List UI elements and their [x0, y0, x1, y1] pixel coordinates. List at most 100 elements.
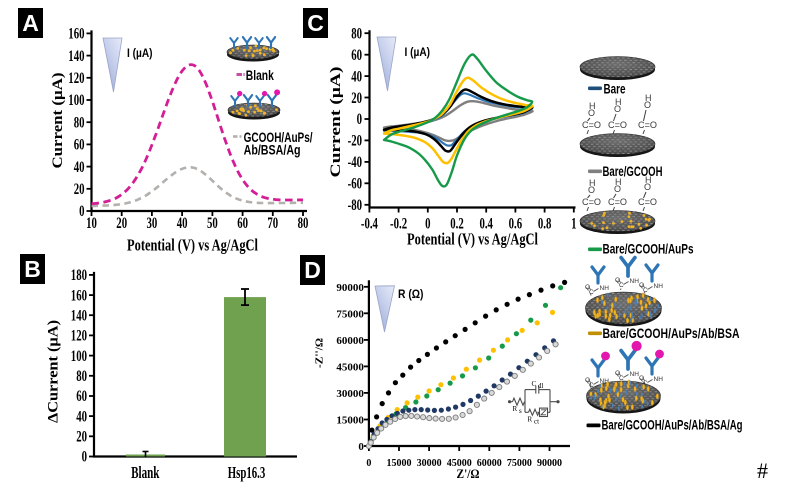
- svg-text:30000: 30000: [336, 388, 364, 400]
- svg-text:C=O: C=O: [582, 120, 601, 130]
- svg-text:30: 30: [147, 215, 158, 232]
- svg-text:160: 160: [68, 26, 84, 43]
- svg-text:-0.4: -0.4: [361, 216, 378, 233]
- svg-text:C: C: [643, 287, 648, 294]
- svg-text:C: C: [589, 289, 594, 296]
- svg-text:75000: 75000: [507, 457, 532, 469]
- svg-text:120: 120: [68, 70, 84, 87]
- svg-text:0: 0: [358, 441, 364, 453]
- svg-text:90000: 90000: [336, 282, 364, 294]
- svg-text:ΔCurrent (µA): ΔCurrent (µA): [46, 320, 62, 423]
- svg-text:0.8: 0.8: [538, 216, 552, 233]
- svg-text:C: C: [619, 282, 624, 289]
- svg-text:s: s: [519, 407, 522, 415]
- svg-text:0: 0: [79, 203, 85, 220]
- svg-text:O: O: [639, 282, 644, 289]
- svg-text:H: H: [645, 175, 652, 185]
- svg-text:NH: NH: [630, 278, 640, 285]
- svg-text:120: 120: [71, 328, 87, 345]
- svg-text:10: 10: [86, 215, 97, 232]
- svg-text:100: 100: [68, 92, 84, 109]
- svg-text:C=O: C=O: [638, 120, 657, 130]
- svg-text:O: O: [615, 370, 620, 377]
- svg-text:15000: 15000: [336, 415, 364, 427]
- svg-text:I (µA): I (µA): [127, 46, 153, 60]
- svg-text:60: 60: [237, 215, 248, 232]
- svg-text:140: 140: [71, 307, 87, 324]
- svg-text:O: O: [585, 284, 590, 291]
- svg-text:40: 40: [74, 159, 85, 176]
- svg-text:80: 80: [74, 114, 85, 131]
- svg-text:40: 40: [76, 408, 87, 425]
- svg-text:1: 1: [571, 216, 576, 233]
- svg-text:Bare/GCOOH/AuPs: Bare/GCOOH/AuPs: [603, 241, 694, 257]
- svg-text:20: 20: [351, 90, 362, 107]
- svg-text:Hsp16.3: Hsp16.3: [228, 463, 266, 482]
- svg-text:0: 0: [425, 216, 431, 233]
- svg-text:H: H: [615, 177, 622, 187]
- svg-text:20: 20: [116, 215, 127, 232]
- svg-text:-0.2: -0.2: [390, 216, 407, 233]
- svg-text:NH: NH: [654, 376, 664, 383]
- svg-text:75000: 75000: [336, 308, 364, 320]
- svg-text:NH: NH: [600, 378, 610, 385]
- svg-text:ct: ct: [534, 418, 539, 426]
- svg-text:0: 0: [357, 111, 363, 128]
- svg-text:Potential (V) vs Ag/AgCl: Potential (V) vs Ag/AgCl: [127, 236, 258, 255]
- svg-text:0.2: 0.2: [450, 216, 464, 233]
- svg-text:Current (µA): Current (µA): [50, 73, 66, 169]
- svg-text:60000: 60000: [336, 335, 364, 347]
- svg-text:I (µA): I (µA): [405, 45, 431, 59]
- svg-text:-Z''/Ω: -Z''/Ω: [314, 338, 326, 368]
- svg-text:Bare/GCOOH/AuPs/Ab/BSA/Ag: Bare/GCOOH/AuPs/Ab/BSA/Ag: [602, 417, 743, 433]
- svg-text:-40: -40: [348, 154, 363, 171]
- svg-text:C: C: [589, 382, 594, 389]
- svg-text:R: R: [528, 416, 533, 424]
- svg-text:B: B: [24, 256, 41, 282]
- svg-text:O: O: [614, 184, 621, 194]
- svg-text:O: O: [644, 100, 651, 110]
- svg-text:45000: 45000: [447, 457, 472, 469]
- svg-text:NH: NH: [600, 285, 610, 292]
- svg-text:NH: NH: [654, 283, 664, 290]
- svg-text:20: 20: [76, 429, 87, 446]
- svg-text:0: 0: [366, 457, 371, 469]
- svg-text:45000: 45000: [336, 361, 364, 373]
- svg-text:Bare: Bare: [604, 81, 626, 97]
- svg-text:40: 40: [177, 215, 188, 232]
- svg-text:#: #: [757, 458, 768, 483]
- svg-text:O: O: [588, 108, 595, 118]
- svg-text:Blank: Blank: [246, 67, 274, 83]
- svg-text:15000: 15000: [387, 457, 412, 469]
- svg-text:60: 60: [74, 137, 85, 154]
- svg-text:20: 20: [74, 181, 85, 198]
- svg-text:C=O: C=O: [608, 120, 627, 130]
- svg-text:C=O: C=O: [608, 197, 627, 207]
- svg-text:40: 40: [351, 68, 362, 85]
- svg-text:80: 80: [298, 215, 309, 232]
- svg-text:C=O: C=O: [638, 197, 657, 207]
- svg-text:70: 70: [267, 215, 278, 232]
- svg-text:O: O: [588, 185, 595, 195]
- svg-text:60: 60: [351, 47, 362, 64]
- svg-text:60: 60: [76, 388, 87, 405]
- svg-text:-60: -60: [348, 176, 363, 193]
- svg-text:-20: -20: [348, 133, 363, 150]
- svg-text:O: O: [615, 277, 620, 284]
- svg-text:140: 140: [68, 48, 84, 65]
- svg-text:Current (µA): Current (µA): [328, 67, 344, 178]
- svg-text:GCOOH/AuPs/: GCOOH/AuPs/: [244, 129, 313, 145]
- svg-text:C=O: C=O: [582, 197, 601, 207]
- svg-text:dl: dl: [538, 382, 544, 390]
- svg-text:C: C: [619, 375, 624, 382]
- svg-text:Bare/GCOOH: Bare/GCOOH: [603, 163, 663, 179]
- svg-text:Potential (V) vs Ag/AgCl: Potential (V) vs Ag/AgCl: [407, 230, 538, 249]
- svg-text:80: 80: [76, 368, 87, 385]
- svg-text:30000: 30000: [417, 457, 442, 469]
- svg-text:D: D: [304, 257, 321, 283]
- svg-text:C: C: [643, 380, 648, 387]
- svg-text:80: 80: [351, 25, 362, 42]
- svg-text:Ab/BSA/Ag: Ab/BSA/Ag: [244, 142, 301, 158]
- svg-text:90000: 90000: [537, 457, 562, 469]
- svg-text:H: H: [645, 93, 652, 103]
